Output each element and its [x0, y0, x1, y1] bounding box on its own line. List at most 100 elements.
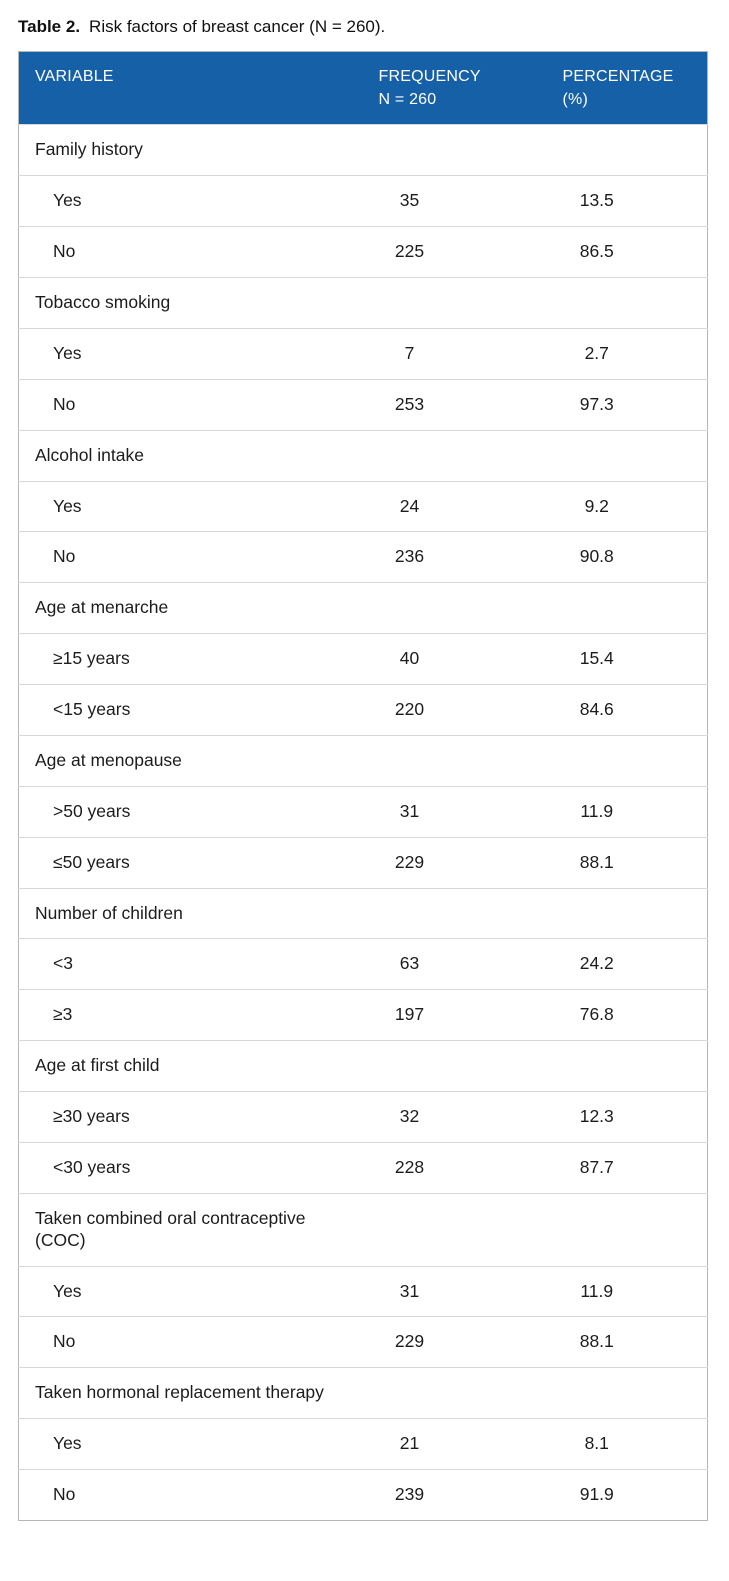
row-label: No [18, 226, 349, 278]
section-frequency-empty [348, 734, 509, 787]
table-row: <3 63 24.2 [18, 938, 708, 990]
section-header-row: Tobacco smoking [18, 277, 708, 329]
percentage-value: 8.1 [508, 1418, 708, 1470]
section-label: Number of children [18, 887, 349, 939]
percentage-value: 84.6 [508, 684, 708, 736]
section-percentage-empty [508, 429, 708, 482]
percentage-value: 13.5 [508, 175, 708, 227]
frequency-value: 31 [348, 1265, 509, 1317]
frequency-value: 225 [348, 226, 509, 278]
percentage-value: 24.2 [508, 938, 708, 990]
section-frequency-empty [348, 582, 509, 634]
frequency-value: 21 [348, 1418, 509, 1470]
frequency-value: 253 [348, 378, 509, 431]
table-row: No 225 86.5 [18, 226, 708, 278]
table-caption: Table 2. Risk factors of breast cancer (N… [0, 0, 729, 51]
percentage-value: 12.3 [508, 1091, 708, 1143]
section-percentage-empty [508, 887, 708, 939]
row-label: ≤50 years [18, 836, 349, 889]
column-header-frequency-line2: N = 260 [378, 91, 437, 109]
section-label: Tobacco smoking [18, 277, 349, 329]
percentage-value: 9.2 [508, 480, 708, 532]
table-row: <30 years 228 87.7 [18, 1141, 708, 1194]
section-label: Age at menopause [18, 734, 349, 787]
row-label: Yes [18, 327, 349, 380]
table-caption-text: Risk factors of breast cancer (N = 260). [89, 17, 386, 36]
section-percentage-empty [508, 734, 708, 787]
section-percentage-empty [508, 1367, 708, 1419]
percentage-value: 11.9 [508, 785, 708, 838]
frequency-value: 239 [348, 1469, 509, 1521]
column-header-variable-line1: VARIABLE [35, 68, 114, 86]
section-label: Taken hormonal replacement therapy [18, 1367, 349, 1419]
section-frequency-empty [348, 124, 509, 176]
section-frequency-empty [348, 1040, 509, 1092]
row-label: No [18, 1316, 349, 1368]
row-label: <30 years [18, 1141, 349, 1194]
percentage-value: 2.7 [508, 327, 708, 380]
table-row: ≤50 years 229 88.1 [18, 836, 708, 889]
section-header-row: Age at first child [18, 1040, 708, 1092]
table-row: No 253 97.3 [18, 378, 708, 431]
table-body: Family history Yes 35 13.5 No 225 86.5 Tobacco … [18, 124, 708, 1521]
frequency-value: 236 [348, 531, 509, 583]
percentage-value: 91.9 [508, 1469, 708, 1521]
row-label: No [18, 1469, 349, 1521]
percentage-value: 88.1 [508, 1316, 708, 1368]
column-header-frequency-line1: FREQUENCY [378, 68, 481, 86]
row-label: ≥15 years [18, 633, 349, 685]
table-row: Yes 21 8.1 [18, 1418, 708, 1470]
frequency-value: 229 [348, 1316, 509, 1368]
table-row: Yes 7 2.7 [18, 327, 708, 380]
frequency-value: 32 [348, 1091, 509, 1143]
table-row: No 239 91.9 [18, 1469, 708, 1521]
section-label: Age at first child [18, 1040, 349, 1092]
percentage-value: 15.4 [508, 633, 708, 685]
row-label: No [18, 378, 349, 431]
table-row: No 229 88.1 [18, 1316, 708, 1368]
frequency-value: 229 [348, 836, 509, 889]
row-label: No [18, 531, 349, 583]
table-row: <15 years 220 84.6 [18, 684, 708, 736]
section-frequency-empty [348, 277, 509, 329]
table-row: Yes 31 11.9 [18, 1265, 708, 1317]
section-label: Alcohol intake [18, 429, 349, 482]
row-label: ≥3 [18, 989, 349, 1041]
section-frequency-empty [348, 887, 509, 939]
percentage-value: 86.5 [508, 226, 708, 278]
table-row: Yes 24 9.2 [18, 480, 708, 532]
section-header-row: Taken combined oral contraceptive (COC) [18, 1192, 708, 1267]
percentage-value: 87.7 [508, 1141, 708, 1194]
table-row: >50 years 31 11.9 [18, 785, 708, 838]
section-label: Taken combined oral contraceptive (COC) [18, 1192, 349, 1267]
column-header-frequency: FREQUENCY N = 260 [348, 51, 509, 125]
row-label: <3 [18, 938, 349, 990]
frequency-value: 40 [348, 633, 509, 685]
column-header-percentage: PERCENTAGE (%) [508, 51, 708, 125]
section-percentage-empty [508, 1040, 708, 1092]
section-header-row: Age at menarche [18, 582, 708, 634]
frequency-value: 31 [348, 785, 509, 838]
row-label: Yes [18, 1265, 349, 1317]
section-frequency-empty [348, 1192, 509, 1267]
risk-factors-table: VARIABLE FREQUENCY N = 260 PERCENTAGE (%… [18, 51, 708, 1521]
row-label: <15 years [18, 684, 349, 736]
section-header-row: Number of children [18, 887, 708, 939]
frequency-value: 220 [348, 684, 509, 736]
section-frequency-empty [348, 429, 509, 482]
section-frequency-empty [348, 1367, 509, 1419]
frequency-value: 24 [348, 480, 509, 532]
section-label: Family history [18, 124, 349, 176]
table-row: No 236 90.8 [18, 531, 708, 583]
row-label: Yes [18, 1418, 349, 1470]
percentage-value: 11.9 [508, 1265, 708, 1317]
percentage-value: 76.8 [508, 989, 708, 1041]
table-row: ≥30 years 32 12.3 [18, 1091, 708, 1143]
percentage-value: 97.3 [508, 378, 708, 431]
section-header-row: Taken hormonal replacement therapy [18, 1367, 708, 1419]
table-caption-label: Table 2. [18, 17, 81, 36]
section-label: Age at menarche [18, 582, 349, 634]
section-percentage-empty [508, 582, 708, 634]
section-percentage-empty [508, 1192, 708, 1267]
row-label: >50 years [18, 785, 349, 838]
